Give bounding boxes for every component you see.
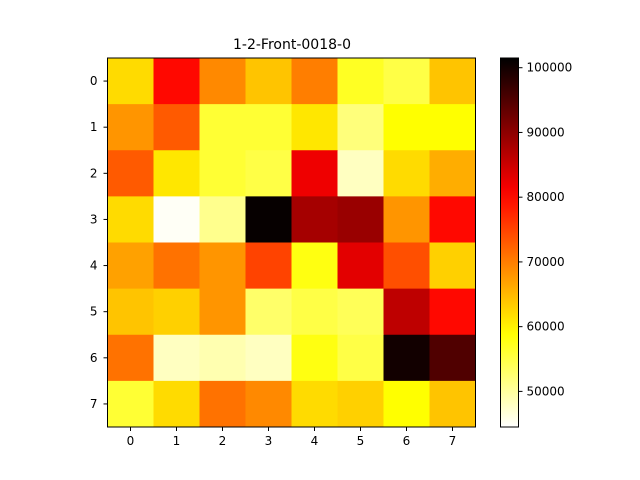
heatmap-cell — [245, 104, 292, 151]
heatmap-cell — [153, 380, 200, 428]
colorbar-tick-label: 80000 — [527, 190, 565, 204]
heatmap-cell — [383, 380, 430, 428]
heatmap-cell — [153, 104, 200, 151]
heatmap-cell — [199, 334, 246, 382]
heatmap-cell — [337, 150, 384, 197]
colorbar-tick-label: 70000 — [527, 255, 565, 269]
chart-title: 1-2-Front-0018-0 — [233, 37, 351, 53]
heatmap-cell — [245, 334, 292, 382]
heatmap-cell — [245, 150, 292, 197]
y-tick-label: 0 — [90, 74, 98, 88]
heatmap-cell — [337, 380, 384, 428]
y-axis: 0 1 2 3 4 5 6 7 — [90, 74, 108, 411]
colorbar — [500, 57, 519, 428]
heatmap-cell — [337, 288, 384, 336]
heatmap-cell — [337, 104, 384, 151]
x-tick-label: 0 — [127, 434, 135, 448]
y-tick-label: 1 — [90, 120, 98, 134]
heatmap-cell — [153, 58, 200, 105]
y-tick-label: 7 — [90, 397, 98, 411]
heatmap-cell — [291, 242, 338, 290]
heatmap-cell — [429, 196, 476, 243]
heatmap-cell — [383, 196, 430, 243]
heatmap-cell — [291, 288, 338, 336]
y-tick-label: 3 — [90, 212, 98, 226]
heatmap-cell — [383, 242, 430, 290]
heatmap-cell — [107, 334, 154, 382]
colorbar-tick-label: 100000 — [527, 61, 573, 75]
heatmap-cell — [429, 334, 476, 382]
heatmap-cell — [337, 58, 384, 105]
heatmap-cell — [199, 380, 246, 428]
heatmap-cell — [107, 242, 154, 290]
heatmap-cell — [107, 104, 154, 151]
heatmap-cell — [245, 242, 292, 290]
heatmap-cell — [199, 242, 246, 290]
x-tick-label: 7 — [449, 434, 457, 448]
heatmap-cell — [337, 334, 384, 382]
heatmap-cell — [429, 58, 476, 105]
heatmap-cell — [199, 58, 246, 105]
heatmap-cell — [429, 288, 476, 336]
plot-frame — [107, 57, 476, 428]
heatmap-cell — [383, 334, 430, 382]
heatmap-cell — [107, 380, 154, 428]
heatmap-cell — [199, 196, 246, 243]
colorbar-tick-label: 90000 — [527, 125, 565, 139]
heatmap-cell — [383, 58, 430, 105]
y-tick-label: 2 — [90, 166, 98, 180]
x-tick-label: 3 — [265, 434, 273, 448]
colorbar-axis: 50000 60000 70000 80000 90000 100000 — [518, 61, 573, 398]
x-tick-label: 6 — [403, 434, 411, 448]
heatmap-cell — [153, 288, 200, 336]
heatmap-cell — [383, 150, 430, 197]
heatmap-cell — [291, 150, 338, 197]
heatmap-cell — [383, 104, 430, 151]
heatmap-cell — [337, 196, 384, 243]
colorbar-tick-label: 50000 — [527, 384, 565, 398]
heatmap-cell — [291, 58, 338, 105]
heatmap-cell — [337, 242, 384, 290]
heatmap-cell — [245, 196, 292, 243]
heatmap-cell — [107, 58, 154, 105]
heatmap-cell — [199, 104, 246, 151]
heatmap-cell — [245, 58, 292, 105]
y-tick-label: 6 — [90, 351, 98, 365]
heatmap-cell — [383, 288, 430, 336]
heatmap-cell — [429, 104, 476, 151]
x-tick-label: 5 — [357, 434, 365, 448]
heatmap-cell — [245, 288, 292, 336]
heatmap-cell — [153, 242, 200, 290]
x-tick-label: 2 — [219, 434, 227, 448]
x-tick-label: 4 — [311, 434, 319, 448]
heatmap-cell — [153, 150, 200, 197]
heatmap-cell — [429, 150, 476, 197]
heatmap-cell — [107, 288, 154, 336]
x-tick-label: 1 — [173, 434, 181, 448]
colorbar-tick-label: 60000 — [527, 320, 565, 334]
heatmap-cell — [291, 104, 338, 151]
heatmap-cell — [199, 150, 246, 197]
heatmap-cell — [153, 196, 200, 243]
heatmap-cell — [291, 380, 338, 428]
heatmap-cell — [107, 196, 154, 243]
heatmap-cell — [429, 380, 476, 428]
heatmap-cell — [245, 380, 292, 428]
y-tick-label: 5 — [90, 305, 98, 319]
heatmap-cell — [291, 196, 338, 243]
heatmap-cell — [107, 150, 154, 197]
heatmap-cell — [199, 288, 246, 336]
heatmap-cell — [429, 242, 476, 290]
heatmap-cell — [291, 334, 338, 382]
heatmap-cells — [107, 58, 476, 428]
heatmap-cell — [153, 334, 200, 382]
y-tick-label: 4 — [90, 259, 98, 273]
x-axis: 0 1 2 3 4 5 6 7 — [127, 427, 457, 448]
